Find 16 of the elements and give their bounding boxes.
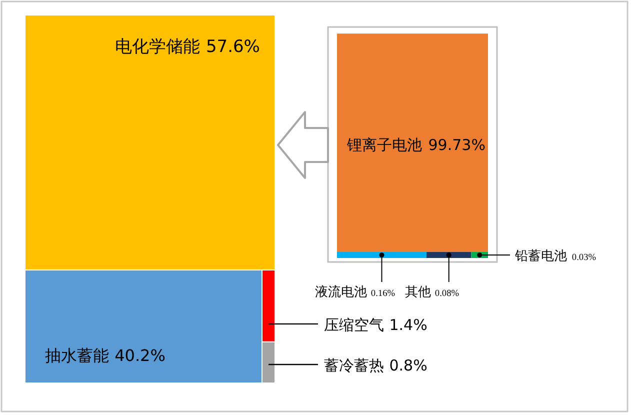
data-label: 57.6% <box>206 37 260 57</box>
data-label: 40.2% <box>114 346 166 365</box>
category-label: 液流电池 <box>315 284 367 300</box>
data-label: 99.73% <box>428 136 486 154</box>
category-label: 抽水蓄能 <box>45 346 109 365</box>
category-label: 锂离子电池 <box>346 136 422 154</box>
category-label: 压缩空气 <box>324 316 384 334</box>
category-label: 其他 <box>405 285 431 300</box>
data-label: 0.8% <box>389 356 428 375</box>
data-label: 1.4% <box>389 316 428 334</box>
data-label: 0.08% <box>434 289 460 299</box>
category-label: 电化学储能 <box>115 37 200 57</box>
data-label: 0.16% <box>370 289 396 299</box>
data-label: 0.03% <box>572 253 596 263</box>
category-label: 铅蓄电池 <box>514 249 567 264</box>
category-label: 蓄冷蓄热 <box>324 356 384 375</box>
